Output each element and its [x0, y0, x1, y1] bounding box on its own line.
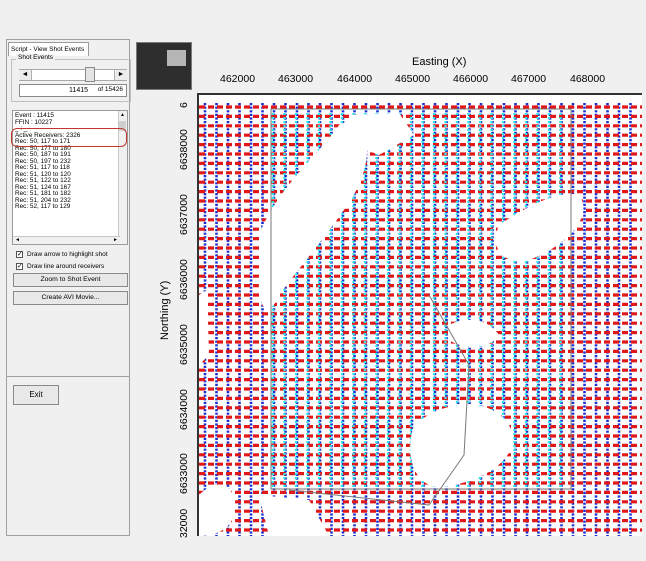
y-tick-label: 6634000 [178, 389, 190, 430]
event-info-line: Rec: 52, 117 to 129 [15, 203, 71, 210]
y-tick-label: 6633000 [178, 453, 190, 494]
x-tick-label: 462000 [220, 73, 256, 85]
event-info-line: Rec: 50, 177 to 180 [15, 144, 71, 152]
y-tick-label: 6636000 [178, 259, 190, 300]
tab-view-shot-events[interactable]: Script - View Shot Events [8, 42, 89, 56]
draw-arrow-checkbox[interactable]: ✓ [16, 251, 23, 258]
zoom-to-shot-button[interactable]: Zoom to Shot Event [13, 273, 128, 287]
x-tick-label: 463000 [278, 73, 314, 85]
event-info-line: Rec: 51, 117 to 118 [15, 164, 70, 171]
create-avi-button[interactable]: Create AVI Movie... [13, 291, 128, 305]
shot-scrollbar[interactable]: ◄ ► [19, 67, 127, 82]
event-info-line: Rec: 50, 187 to 191 [15, 151, 71, 158]
event-info-line: Active Receivers: 2326 [15, 131, 81, 139]
x-tick-label: 468000 [570, 73, 606, 85]
no-data-area [449, 319, 499, 347]
event-info-line: Rec: 51, 124 to 167 [15, 183, 71, 191]
no-data-area [199, 290, 209, 365]
event-info-line: FFIN : 10227 [15, 118, 53, 126]
scroll-up-icon[interactable]: ▲ [120, 112, 125, 118]
y-tick-label: 6638000 [178, 129, 190, 170]
event-info-line: Rec: 51, 120 to 120 [15, 170, 71, 178]
shot-path-line [288, 294, 470, 506]
y-tick-label: 6637000 [178, 194, 190, 235]
scroll-left-icon[interactable]: ◄ [15, 237, 20, 243]
event-info-line: Rec: 51, 181 to 182 [15, 190, 71, 197]
event-info-line: Rec: 50, 117 to 171 [15, 138, 71, 145]
survey-plot[interactable] [197, 93, 642, 536]
no-data-area [349, 113, 414, 155]
no-data-area [495, 194, 584, 261]
y-tick-label: 32000 [178, 508, 190, 538]
shot-number-field[interactable]: 11415 of 15426 [19, 84, 127, 97]
x-axis-title: Easting (X) [412, 56, 467, 68]
x-tick-label: 467000 [511, 73, 547, 85]
list-vertical-scrollbar[interactable]: ▲ [118, 111, 127, 244]
active-receivers-highlight [11, 128, 127, 147]
shot-events-group [11, 59, 131, 102]
receiver-outline [270, 108, 572, 490]
overview-thumbnail[interactable] [136, 42, 192, 90]
draw-line-checkbox[interactable]: ✓ [16, 263, 23, 270]
no-data-area [199, 484, 235, 536]
x-tick-label: 465000 [395, 73, 431, 85]
no-data-area [259, 495, 329, 536]
scroll-right-button[interactable]: ► [114, 70, 127, 80]
y-tick-label: 6635000 [178, 324, 190, 365]
exit-button[interactable]: Exit [13, 385, 59, 405]
shot-events-group-title: Shot Events [16, 54, 56, 61]
shot-number-value: 11415 [69, 87, 88, 94]
scroll-thumb[interactable] [85, 67, 95, 82]
y-axis-title: Northing (Y) [159, 280, 171, 340]
scroll-left-button[interactable]: ◄ [19, 70, 32, 80]
x-tick-label: 466000 [453, 73, 489, 85]
no-data-area [410, 404, 513, 488]
list-scroll-thumb[interactable] [119, 121, 126, 131]
draw-arrow-label: Draw arrow to highlight shot [27, 251, 108, 258]
scroll-right-icon[interactable]: ► [113, 237, 118, 243]
panel-divider [6, 376, 130, 377]
y-tick-partial: 6 [178, 102, 190, 108]
overview-viewport[interactable] [167, 50, 186, 66]
list-horizontal-scrollbar[interactable]: ◄ ► [13, 236, 120, 244]
x-tick-label: 464000 [337, 73, 373, 85]
no-data-area [258, 121, 368, 309]
shot-total-label: of 15426 [97, 86, 123, 93]
event-info-line: Rec: 50, 197 to 232 [15, 157, 71, 165]
event-info-line: Rec: 51, 204 to 232 [15, 196, 71, 204]
event-info-line: Event : 11415 [15, 112, 54, 119]
draw-line-label: Draw line around receivers [27, 263, 105, 270]
survey-plot-svg [199, 103, 642, 536]
event-info-line: Rec: 51, 122 to 122 [15, 177, 71, 184]
